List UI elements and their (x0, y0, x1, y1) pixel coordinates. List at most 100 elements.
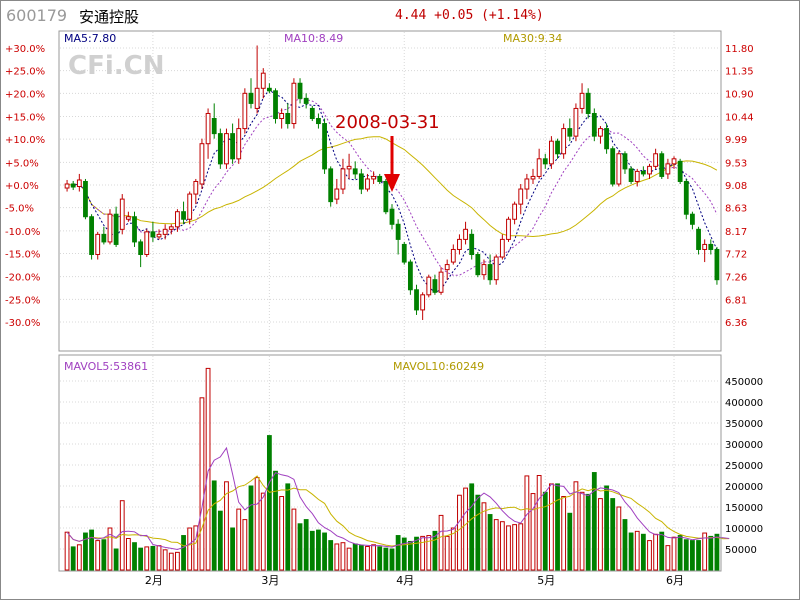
volume-bar (671, 536, 677, 571)
volume-bar (573, 481, 579, 571)
candle-body (248, 92, 254, 104)
candle-body (113, 213, 119, 245)
volume-bar (530, 493, 536, 571)
candle-body (640, 170, 646, 175)
stock-code: 600179 (6, 6, 68, 25)
x-axis-label: 4月 (396, 574, 414, 587)
candle-body (677, 160, 683, 182)
candle-body (518, 188, 524, 205)
volume-bar (450, 527, 456, 571)
volume-bar (585, 493, 591, 571)
candle-body (683, 180, 689, 215)
volume-bar (150, 545, 156, 571)
volume-bar (224, 481, 229, 571)
candle-body (598, 128, 603, 137)
volume-bar (162, 549, 168, 571)
candle-body (524, 178, 530, 190)
volume-bar (591, 472, 597, 571)
candle-body (628, 168, 634, 182)
volume-bar (89, 529, 94, 571)
price-panel-border (58, 30, 722, 352)
candle-body (696, 228, 701, 250)
volume-bar (683, 539, 689, 571)
volume-bar (248, 485, 254, 571)
price-right-tick: 9.99 (725, 135, 747, 146)
candle-body (279, 112, 285, 120)
candle-body (610, 148, 616, 185)
candle-body (604, 128, 609, 150)
volume-bar (487, 514, 493, 571)
volume-bar (242, 519, 248, 571)
volume-bar (181, 535, 186, 571)
volume-bar (365, 545, 370, 571)
candle-body (236, 128, 242, 160)
volume-bar (395, 535, 401, 571)
candle-body (512, 203, 518, 220)
mavol10-legend: MAVOL10:60249 (393, 360, 484, 373)
volume-tick: 50000 (725, 545, 757, 556)
candle-body (156, 233, 162, 238)
candle-body (690, 213, 695, 225)
candle-body (297, 82, 303, 99)
volume-bar (524, 475, 530, 571)
candle-body (432, 279, 438, 293)
candle-body (708, 243, 714, 250)
volume-panel-border (58, 354, 722, 572)
candle-body (144, 231, 150, 256)
volume-bar (475, 494, 481, 571)
candle-body (181, 211, 186, 220)
watermark: CFi.CN (68, 51, 164, 81)
candle-body (358, 173, 364, 190)
candle-body (659, 153, 665, 177)
volume-bar (714, 533, 720, 571)
volume-tick: 300000 (725, 440, 763, 451)
volume-bar (389, 548, 395, 571)
candle-body (119, 198, 125, 230)
volume-bar (76, 544, 82, 571)
volume-bar (377, 546, 383, 571)
price-left-tick: -10.0% (5, 227, 40, 238)
volume-bar (579, 491, 585, 571)
volume-bar (561, 496, 567, 571)
volume-bar (175, 551, 180, 571)
candle-body (254, 87, 260, 109)
volume-bar (260, 492, 266, 571)
candle-body (138, 241, 144, 256)
price-left-tick: +25.0% (5, 67, 45, 78)
candle-body (395, 223, 401, 240)
candle-body (530, 175, 536, 180)
candle-body (481, 264, 487, 276)
volume-grid: 450000 400000 350000 300000 250000 200000 1500… (60, 356, 763, 587)
volume-bar (493, 519, 499, 571)
volume-bar (95, 540, 101, 571)
candle-body (224, 133, 229, 165)
mavol5-legend: MAVOL5:53861 (64, 360, 148, 373)
volume-bar (113, 548, 119, 571)
candle-body (95, 233, 101, 256)
volume-tick: 350000 (725, 419, 763, 430)
candle-body (622, 153, 628, 170)
price-left-tick: -5.0% (5, 204, 34, 215)
candle-body (549, 140, 554, 165)
volume-bar (211, 480, 217, 571)
annotation-label: 2008-03-31 (335, 112, 440, 133)
price-left-tick: +15.0% (5, 113, 45, 124)
volume-tick: 100000 (725, 524, 763, 535)
price-right-tick: 10.44 (725, 113, 754, 124)
volume-bar (457, 494, 462, 571)
volume-bar (426, 535, 432, 571)
candle-body (322, 123, 327, 170)
volume-bar (555, 483, 560, 571)
volume-bar (64, 531, 70, 571)
volume-bar (125, 538, 131, 571)
price-right-tick: 10.90 (725, 89, 754, 100)
volume-bar (358, 545, 364, 571)
price-left-tick: +30.0% (5, 44, 45, 55)
candle-body (561, 128, 567, 155)
volume-bar (101, 539, 107, 571)
price-left-tick: +0.0% (5, 181, 39, 192)
candle-body (266, 87, 272, 92)
candle-body (89, 216, 94, 256)
price-left-tick: -25.0% (5, 295, 40, 306)
volume-tick: 150000 (725, 503, 763, 514)
